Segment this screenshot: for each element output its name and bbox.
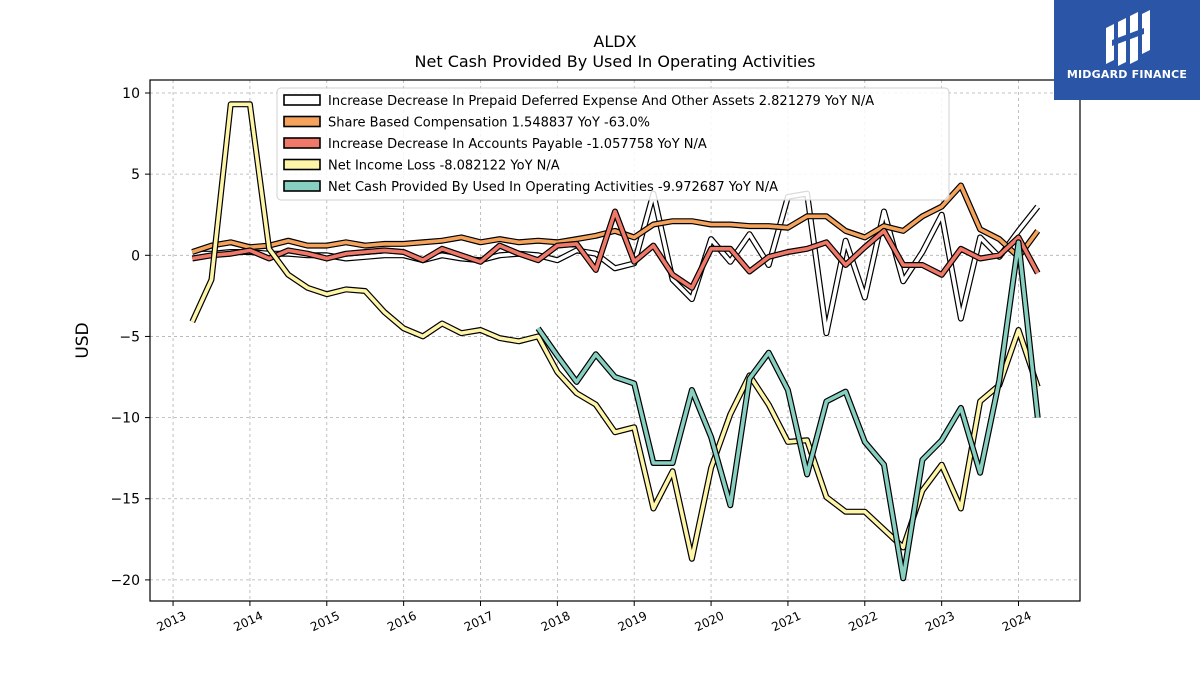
legend-entry: Net Income Loss -8.082122 YoY N/A [328,159,560,174]
y-tick-label: −5 [119,329,140,345]
legend-swatch [283,115,321,128]
legend-entry: Net Cash Provided By Used In Operating A… [328,180,778,195]
x-tick-label: 2024 [1000,609,1034,635]
y-axis-label: USD [73,322,93,358]
x-tick-label: 2019 [616,609,650,635]
x-tick-label: 2015 [308,609,342,635]
midgard-finance-logo: MIDGARD FINANCE [1054,0,1200,100]
legend-swatch [283,180,321,192]
y-tick-label: −20 [110,573,140,589]
logo-text: MIDGARD FINANCE [1066,68,1188,81]
series-line-5 [536,240,1040,581]
series-line-2 [191,183,1040,259]
y-tick-label: −10 [110,411,140,427]
chart-subtitle: Net Cash Provided By Used In Operating A… [414,52,816,71]
y-tick-label: −15 [110,492,140,508]
x-tick-label: 2022 [846,609,880,635]
legend-swatch [283,94,321,106]
y-tick-label: 10 [122,86,140,102]
legend: Increase Decrease In Prepaid Deferred Ex… [276,87,950,201]
legend-entry: Increase Decrease In Accounts Payable -1… [328,137,707,152]
x-tick-label: 2020 [693,609,727,635]
legend-entry: Increase Decrease In Prepaid Deferred Ex… [328,94,874,109]
legend-swatch [283,158,321,171]
chart-title: ALDX [593,32,637,51]
x-tick-label: 2016 [385,609,419,635]
plot-frame [149,79,1081,602]
logo-mark-icon [1106,10,1150,66]
x-tick-label: 2021 [769,609,803,635]
x-tick-label: 2023 [923,609,957,635]
legend-entry: Share Based Compensation 1.548837 YoY -6… [328,116,650,131]
y-tick-label: 5 [131,167,140,183]
x-tick-label: 2014 [231,609,265,635]
y-tick-label: 0 [131,248,140,264]
legend-box [276,87,950,201]
x-tick-label: 2018 [539,609,573,635]
series-line-3 [192,209,1040,290]
x-tick-label: 2017 [462,609,496,635]
x-tick-label: 2013 [155,609,189,635]
legend-swatch [283,137,321,149]
